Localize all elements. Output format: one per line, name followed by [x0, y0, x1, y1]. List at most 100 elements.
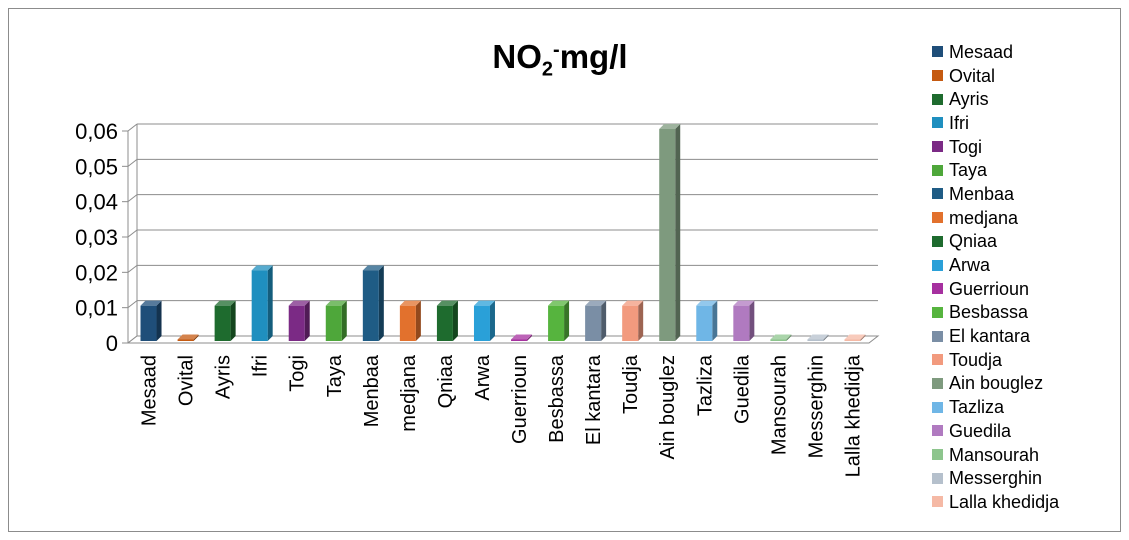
legend-item: Lalla khedidja: [932, 490, 1122, 514]
legend-label: Toudja: [949, 349, 1003, 370]
bar: [696, 305, 713, 341]
x-category-label: Ovital: [176, 355, 198, 406]
legend-item: Qniaa: [932, 230, 1122, 254]
bar-top: [696, 300, 718, 306]
bar-top: [659, 124, 681, 129]
legend-swatch: [932, 117, 943, 129]
legend-item: Arwa: [932, 253, 1122, 277]
bar: [288, 305, 305, 341]
legend-label: Guerrioun: [949, 278, 1030, 299]
legend-label: Lalla khedidja: [949, 491, 1060, 512]
bar-top: [844, 334, 866, 340]
y-tick-label: 0,02: [75, 260, 118, 285]
legend-item: Messerghin: [932, 466, 1122, 490]
y-tick-label: 0: [106, 331, 118, 356]
x-category-label: Arwa: [472, 354, 494, 400]
bar: [585, 305, 602, 341]
x-category-label: Ayris: [213, 355, 235, 399]
bar-top: [436, 300, 458, 306]
bar-top: [399, 300, 421, 306]
y-tick-label: 0,06: [75, 119, 118, 144]
bar-side: [823, 334, 829, 341]
y-tick-label: 0,05: [75, 154, 118, 179]
legend-item: Guerrioun: [932, 277, 1122, 301]
legend-item: Mesaad: [932, 40, 1122, 64]
y-tick-label: 0,04: [75, 190, 118, 215]
y-tick-label: 0,03: [75, 225, 118, 250]
legend-label: Tazliza: [949, 397, 1005, 418]
bar: [770, 339, 787, 341]
legend-swatch: [932, 425, 943, 437]
legend-swatch: [932, 141, 943, 153]
bar-side: [193, 334, 199, 341]
legend-label: Menbaa: [949, 183, 1015, 204]
x-category-label: Toudja: [620, 354, 642, 414]
bar: [214, 305, 231, 341]
legend-label: Ain bouglez: [949, 373, 1044, 394]
legend-item: Ovital: [932, 64, 1122, 88]
legend-item: Ifri: [932, 111, 1122, 135]
legend-label: Taya: [949, 160, 988, 181]
legend-item: Tazliza: [932, 395, 1122, 419]
legend-label: El kantara: [949, 326, 1031, 347]
legend-item: Toudja: [932, 348, 1122, 372]
x-category-label: Mansourah: [768, 355, 790, 455]
bar-top: [548, 300, 570, 306]
gridline-side: [127, 300, 138, 309]
legend-label: Arwa: [949, 255, 991, 276]
bar-top: [622, 300, 644, 306]
bar-top: [511, 334, 533, 340]
bar: [659, 129, 676, 341]
bar-side: [341, 300, 347, 341]
bar-side: [527, 334, 533, 341]
legend-label: Mansourah: [949, 444, 1040, 465]
x-category-label: Messerghin: [805, 355, 827, 458]
chart-legend: Mesaad Ovital Ayris Ifri Togi Taya Menbaa medja…: [932, 40, 1122, 514]
gridline-side: [127, 229, 138, 238]
x-category-label: Tazliza: [694, 354, 716, 416]
bar-side: [860, 334, 866, 341]
gridline-side: [127, 158, 138, 167]
y-tick-label: 0,01: [75, 296, 118, 321]
chart-title: NO2-mg/l: [395, 38, 725, 80]
legend-item: Guedila: [932, 419, 1122, 443]
legend-label: medjana: [949, 207, 1019, 228]
bar-side: [452, 300, 458, 341]
legend-swatch: [932, 354, 943, 366]
legend-swatch: [932, 70, 943, 82]
legend-swatch: [932, 496, 943, 508]
bar: [733, 305, 750, 341]
x-category-label: Guerrioun: [509, 355, 531, 444]
bar-side: [230, 300, 236, 341]
legend-swatch: [932, 259, 943, 271]
legend-item: Ain bouglez: [932, 372, 1122, 396]
legend-swatch: [932, 449, 943, 461]
gridline-side: [127, 123, 138, 132]
bar: [436, 305, 453, 341]
x-category-label: Togi: [287, 355, 309, 392]
legend-swatch: [932, 93, 943, 105]
legend-item: Ayris: [932, 87, 1122, 111]
x-category-label: Menbaa: [361, 354, 383, 427]
legend-label: Ovital: [949, 65, 996, 86]
legend-label: Qniaa: [949, 231, 998, 252]
bar: [251, 270, 268, 341]
legend-label: Besbassa: [949, 302, 1029, 323]
legend-swatch: [932, 188, 943, 200]
bar-side: [675, 124, 681, 341]
bar-top: [362, 265, 384, 271]
title-rest: mg/l: [559, 38, 628, 75]
x-category-label: Taya: [324, 354, 346, 397]
bar: [844, 339, 861, 341]
x-category-label: Ifri: [250, 355, 272, 377]
legend-item: Mansourah: [932, 443, 1122, 467]
bar-side: [749, 300, 755, 341]
bar-side: [638, 300, 644, 341]
bar-top: [140, 300, 162, 306]
legend-swatch: [932, 212, 943, 224]
bar: [325, 305, 342, 341]
bar-top: [214, 300, 236, 306]
legend-item: Besbassa: [932, 301, 1122, 325]
bar-side: [601, 300, 607, 341]
legend-swatch: [932, 235, 943, 247]
